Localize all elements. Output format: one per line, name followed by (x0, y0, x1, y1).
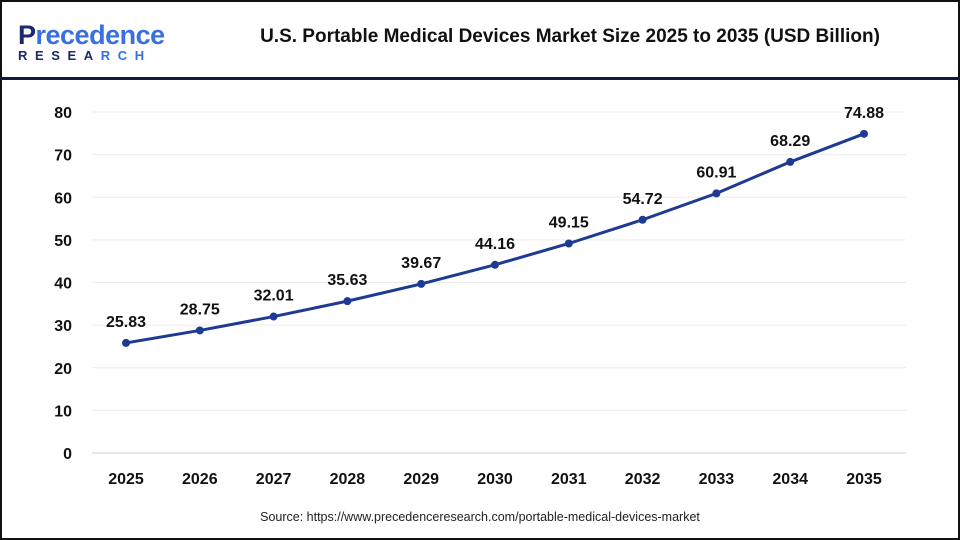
chart-title: U.S. Portable Medical Devices Market Siz… (260, 26, 880, 47)
data-point (195, 326, 204, 335)
y-tick-label: 50 (54, 233, 72, 250)
data-label: 28.75 (180, 301, 220, 318)
x-tick-label: 2035 (846, 471, 882, 488)
x-tick-label: 2028 (330, 471, 366, 488)
y-tick-label: 80 (54, 105, 72, 122)
y-tick-label: 10 (54, 403, 72, 420)
data-point (122, 338, 130, 347)
data-point (638, 215, 647, 224)
data-label: 32.01 (254, 288, 294, 305)
x-tick-label: 2025 (108, 471, 144, 488)
data-point (564, 239, 573, 248)
x-tick-label: 2032 (625, 471, 661, 488)
data-point (417, 279, 426, 288)
data-label: 68.29 (770, 133, 810, 150)
y-tick-label: 0 (63, 446, 72, 463)
data-point (269, 312, 278, 321)
y-tick-label: 40 (54, 276, 72, 293)
data-label: 49.15 (549, 214, 589, 231)
data-label: 35.63 (327, 272, 367, 289)
y-tick-label: 70 (54, 148, 72, 165)
data-label: 54.72 (623, 191, 663, 208)
data-label: 74.88 (844, 105, 884, 122)
source-text: Source: https://www.precedenceresearch.c… (260, 510, 700, 524)
x-tick-label: 2026 (182, 471, 218, 488)
x-tick-label: 2030 (477, 471, 513, 488)
y-tick-label: 60 (54, 190, 72, 207)
data-point (491, 260, 499, 269)
data-point (343, 297, 352, 306)
precedence-research-logo: Precedence RESEARCH (18, 20, 165, 64)
data-point (786, 157, 795, 166)
x-tick-label: 2033 (699, 471, 735, 488)
data-point (712, 189, 721, 198)
data-label: 60.91 (696, 164, 736, 181)
x-tick-label: 2034 (772, 471, 808, 488)
y-tick-label: 30 (54, 318, 72, 335)
data-label: 44.16 (475, 236, 515, 253)
data-point (860, 129, 868, 138)
header: Precedence RESEARCH U.S. Portable Medica… (0, 0, 960, 80)
y-tick-label: 20 (54, 361, 72, 378)
x-tick-label: 2027 (256, 471, 292, 488)
data-label: 39.67 (401, 255, 441, 272)
x-tick-label: 2029 (403, 471, 439, 488)
x-tick-label: 2031 (551, 471, 587, 488)
data-label: 25.83 (106, 314, 146, 331)
